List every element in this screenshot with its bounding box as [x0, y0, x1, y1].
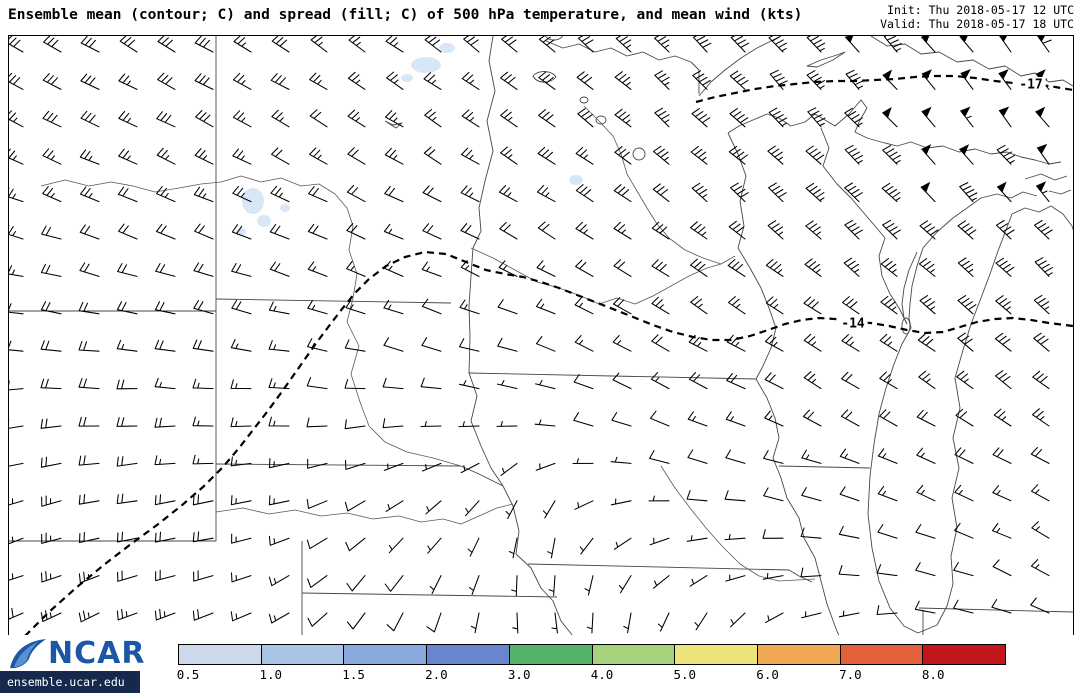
colorbar-labels: 0.5 1.0 1.5 2.0 3.0 4.0 5.0 6.0 7.0 8.0 [176, 665, 1006, 682]
colorbar-tick-label: 2.0 [425, 667, 448, 682]
colorbar-cell [344, 645, 428, 664]
colorbar-cell [840, 645, 924, 664]
run-times: Init: Thu 2018-05-17 12 UTC Valid: Thu 2… [880, 3, 1074, 31]
state-borders-layer [9, 36, 1073, 636]
chart-title: Ensemble mean (contour; C) and spread (f… [8, 7, 803, 23]
footer: NCAR ensemble.ucar.edu 0.5 1.0 1.5 2.0 3.0 4.… [0, 635, 1080, 693]
ncar-logo-text: NCAR [48, 636, 146, 671]
weather-map-svg: -17 -14 [9, 36, 1073, 636]
colorbar-cells [178, 644, 1006, 665]
rivers-layer [40, 105, 816, 582]
contour-label: -17 [1019, 78, 1042, 93]
colorbar-cell [179, 645, 262, 664]
colorbar-cell [757, 645, 841, 664]
colorbar-cell [261, 645, 345, 664]
colorbar-tick-label: 1.0 [259, 667, 283, 682]
lakes-layer [384, 36, 1073, 634]
colorbar-tick-label: 4.0 [590, 667, 614, 682]
colorbar-tick-label: 7.0 [839, 667, 862, 682]
colorbar-tick-label: 3.0 [507, 667, 531, 682]
colorbar-tick-label: 0.5 [176, 667, 200, 682]
ncar-swoosh-icon [10, 639, 46, 669]
ncar-logo: NCAR [8, 637, 145, 671]
spread-colorbar: 0.5 1.0 1.5 2.0 3.0 4.0 5.0 6.0 7.0 8.0 [176, 644, 1006, 682]
site-url: ensemble.ucar.edu [0, 671, 140, 693]
init-time: Init: Thu 2018-05-17 12 UTC [887, 3, 1074, 17]
colorbar-cell [592, 645, 676, 664]
valid-time: Valid: Thu 2018-05-17 18 UTC [880, 16, 1074, 31]
colorbar-tick-label: 6.0 [756, 667, 779, 682]
map-area: -17 -14 [8, 35, 1074, 637]
colorbar-cell [923, 645, 1006, 664]
title-bar: Ensemble mean (contour; C) and spread (f… [0, 0, 1080, 34]
colorbar-tick-label: 8.0 [921, 667, 945, 682]
spread-fill-layer [236, 43, 583, 236]
colorbar-cell [675, 645, 758, 664]
colorbar-cell [427, 645, 510, 664]
wind-barbs-layer [9, 36, 1054, 634]
colorbar-cell [509, 645, 593, 664]
colorbar-tick-label: 1.5 [342, 667, 365, 682]
contour-label: -14 [841, 317, 865, 332]
colorbar-tick-label: 5.0 [673, 667, 697, 682]
temperature-contours-layer: -17 -14 [24, 74, 1073, 636]
